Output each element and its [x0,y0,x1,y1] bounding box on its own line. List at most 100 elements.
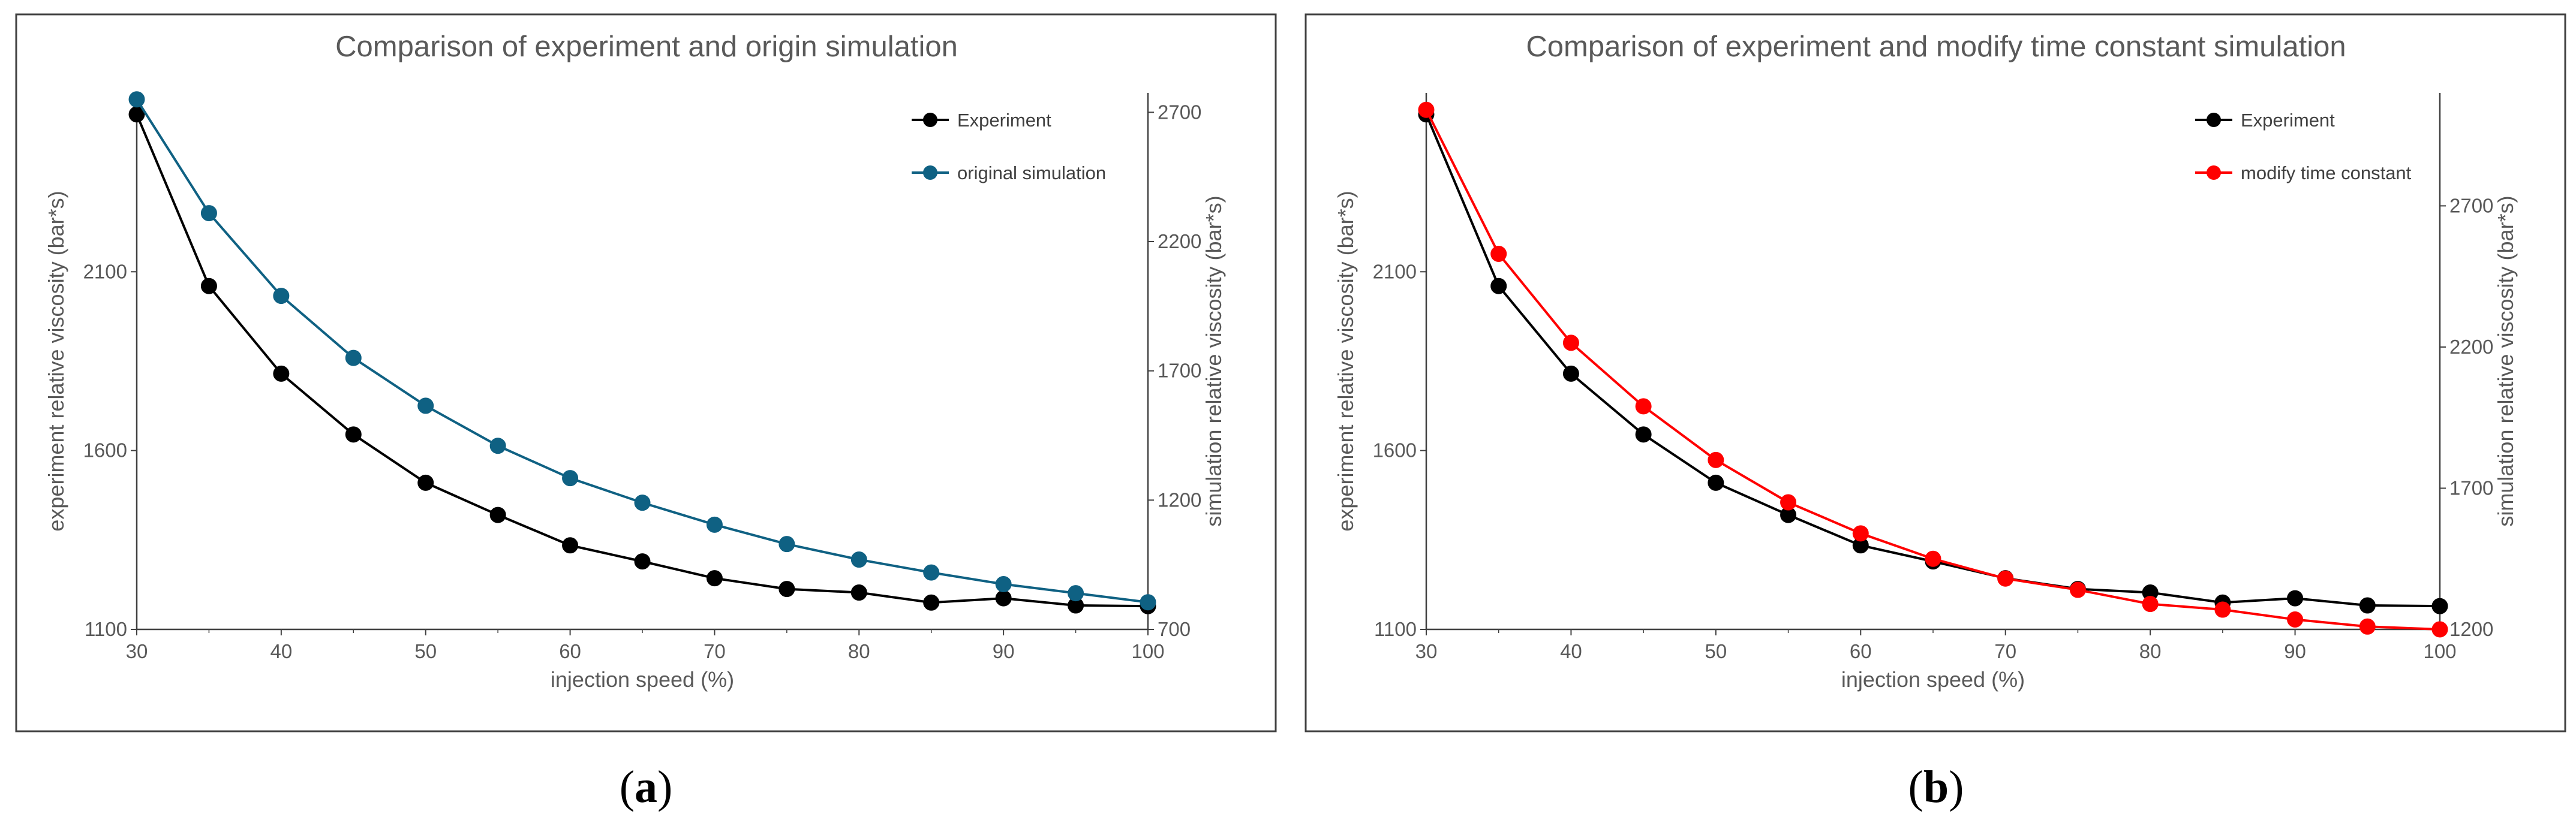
y-axis-right-label: simulation relative viscosity (bar*s) [1201,195,1226,526]
y-right-tick-label: 1200 [2449,618,2493,640]
data-point [273,365,290,382]
legend-marker [923,165,937,180]
x-tick-label: 50 [1705,640,1727,662]
data-point [634,553,651,570]
legend-marker [2207,165,2221,180]
y-left-tick-label: 1600 [1373,439,1417,462]
x-tick-label: 90 [993,640,1015,662]
data-point [634,495,651,511]
data-point [2142,596,2159,613]
data-point [1562,334,1579,351]
y-right-tick-label: 2200 [2449,336,2493,358]
data-point [562,537,579,554]
data-point [2287,590,2304,607]
chart-frame [1304,13,2566,732]
y-left-tick-label: 2100 [83,260,127,282]
y-axis-left-label: experiment relative viscosity (bar*s) [44,191,68,531]
x-tick-label: 40 [270,640,292,662]
data-point [923,564,940,581]
data-point [200,278,217,294]
data-point [2069,581,2086,598]
x-tick-label: 80 [2139,640,2162,662]
y-right-tick-label: 2200 [1158,230,1201,252]
y-left-tick-label: 1100 [85,618,127,640]
x-tick-label: 60 [559,640,581,662]
data-point [345,426,362,443]
y-left-tick-label: 1100 [1374,618,1417,640]
legend-label: Experiment [957,110,1051,131]
data-point [1925,550,1941,567]
y-left-tick-label: 2100 [1373,260,1417,282]
x-axis-label: injection speed (%) [1841,667,2025,692]
data-point [706,516,723,533]
data-point [850,584,867,601]
x-tick-label: 90 [2284,640,2306,662]
x-tick-label: 40 [1560,640,1582,662]
x-tick-label: 60 [1850,640,1872,662]
x-tick-label: 70 [704,640,726,662]
data-point [778,536,795,553]
data-point [1708,474,1724,491]
data-point [1635,426,1652,443]
data-point [1780,494,1797,511]
y-right-tick-label: 1200 [1158,489,1201,511]
data-point [1635,398,1652,415]
x-axis-label: injection speed (%) [551,667,734,692]
data-point [1708,451,1724,468]
x-tick-label: 30 [126,640,148,662]
data-point [345,349,362,366]
data-point [417,474,434,491]
x-tick-label: 100 [1131,640,1164,662]
data-point [1997,570,2014,587]
legend-marker [923,113,937,127]
data-point [417,397,434,414]
data-point [2359,597,2376,614]
data-point [489,438,506,454]
chart-panel-b: Comparison of experiment and modify time… [1304,13,2566,812]
data-point [1562,365,1579,382]
x-tick-label: 30 [1415,640,1438,662]
data-point [778,581,795,598]
y-axis-left-label: experiment relative viscosity (bar*s) [1333,191,1358,531]
data-point [2431,621,2448,638]
legend-marker [2207,113,2221,127]
data-point [2287,611,2304,628]
y-axis-right-label: simulation relative viscosity (bar*s) [2493,195,2518,526]
legend-label: Experiment [2241,110,2335,131]
data-point [850,551,867,568]
data-point [128,91,145,108]
legend-label: original simulation [957,162,1106,183]
data-point [995,590,1012,607]
data-point [562,470,579,487]
panel-letter: a [635,762,657,812]
data-point [995,576,1012,593]
data-point [2431,598,2448,614]
chart-frame [15,13,1277,732]
data-point [706,570,723,587]
data-point [489,507,506,523]
y-right-tick-label: 1700 [2449,477,2493,499]
chart-title: Comparison of experiment and modify time… [1526,31,2346,63]
chart-title: Comparison of experiment and origin simu… [335,31,958,63]
data-point [1140,594,1156,611]
data-point [1418,101,1435,118]
panel-letter: b [1923,762,1949,812]
data-point [273,288,290,305]
data-point [923,594,940,611]
x-tick-label: 70 [1994,640,2016,662]
y-right-tick-label: 1700 [1158,360,1201,382]
y-right-tick-label: 700 [1158,618,1191,640]
panel-caption: (b) [1908,762,1964,812]
data-point [1068,585,1084,602]
panel-caption: (a) [620,762,673,812]
data-point [1852,525,1869,542]
data-point [2214,601,2231,618]
y-right-tick-label: 2700 [1158,101,1201,123]
data-point [1490,278,1507,294]
y-right-tick-label: 2700 [2449,194,2493,216]
x-tick-label: 80 [848,640,870,662]
data-point [200,205,217,222]
data-point [1490,246,1507,262]
data-point [2359,618,2376,635]
